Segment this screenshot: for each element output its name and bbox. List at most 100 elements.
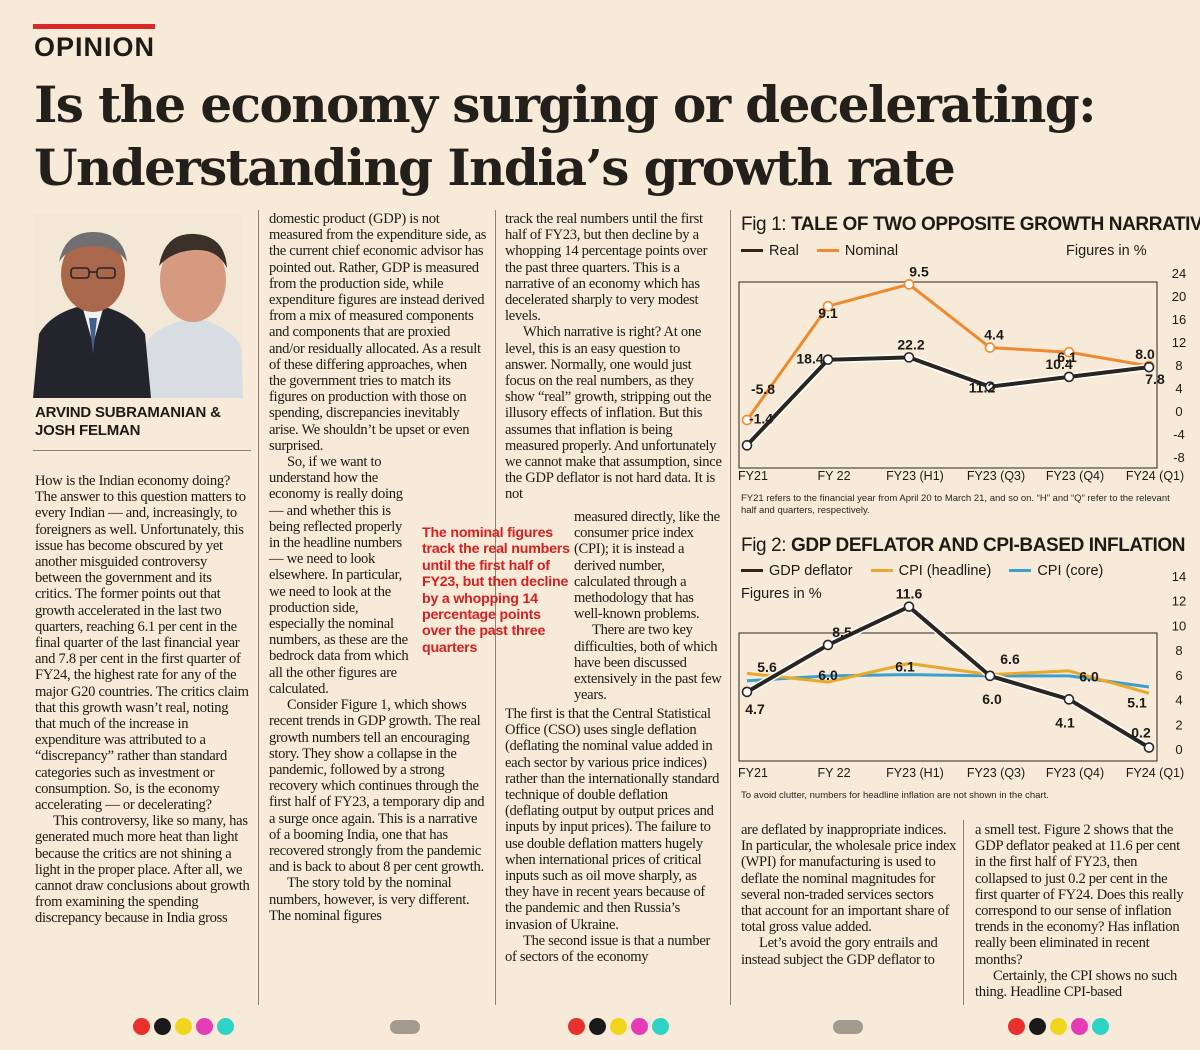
registration-dot	[1029, 1018, 1046, 1035]
paragraph: So, if we want to understand how the eco…	[269, 454, 409, 697]
legend-swatch	[870, 568, 893, 572]
x-tick-label: FY24 (Q1)	[1126, 766, 1184, 780]
author-photo	[33, 214, 243, 398]
data-point	[822, 300, 834, 312]
registration-dot	[217, 1018, 234, 1035]
data-point	[984, 670, 996, 682]
fig2-heading: GDP DEFLATOR AND CPI-BASED INFLATION	[791, 535, 1186, 556]
column-3-mid: measured directly, like the consumer pri…	[574, 509, 724, 703]
column-rule	[258, 210, 259, 1005]
fig1-label: Fig 1:	[741, 214, 787, 235]
paragraph: The first is that the Central Statistica…	[505, 706, 720, 933]
data-label: 6.0	[1079, 668, 1099, 684]
data-label: -1.4	[749, 410, 773, 426]
fig1-title: Fig 1: TALE OF TWO OPPOSITE GROWTH NARRA…	[741, 214, 1200, 236]
y-tick-label: 0	[1175, 404, 1182, 419]
headline-line-1: Is the economy surging or decelerating:	[34, 75, 1097, 134]
data-point	[1143, 742, 1155, 753]
data-label: 6.0	[982, 691, 1002, 707]
registration-dot	[589, 1018, 606, 1035]
x-tick-label: FY21	[738, 766, 768, 780]
legend-swatch	[816, 248, 839, 252]
y-tick-label: 10	[1172, 618, 1186, 633]
y-tick-label: 4	[1175, 381, 1182, 396]
registration-pill	[833, 1020, 863, 1034]
fig1-footnote: FY21 refers to the financial year from A…	[741, 493, 1170, 516]
fig2-label: Fig 2:	[741, 535, 787, 556]
legend-label: CPI (headline)	[898, 563, 992, 579]
byline-rule	[33, 450, 251, 451]
y-tick-label: 6	[1175, 668, 1182, 683]
data-label: 4.1	[1055, 714, 1075, 730]
y-tick-label: 12	[1172, 335, 1186, 350]
x-tick-label: FY23 (Q4)	[1046, 766, 1104, 780]
series-line	[746, 662, 1150, 695]
series-line	[746, 673, 1150, 689]
byline-line-1: ARVIND SUBRAMANIAN &	[35, 404, 221, 421]
paragraph: Certainly, the CPI shows no such thing. …	[975, 967, 1178, 1001]
y-tick-label: 16	[1172, 312, 1186, 327]
paragraph: Consider Figure 1, which shows recent tr…	[269, 697, 485, 876]
legend-label: CPI (core)	[1037, 563, 1104, 579]
x-tick-label: FY 22	[817, 766, 850, 780]
data-point	[741, 440, 753, 451]
paragraph: Let’s avoid the gory entrails and instea…	[741, 935, 938, 968]
series-line	[745, 355, 1150, 447]
legend-item: GDP deflator	[741, 563, 853, 579]
y-tick-label: 8	[1175, 358, 1182, 373]
paragraph: measured directly, like the consumer pri…	[574, 509, 720, 623]
data-label: 10.4	[1045, 356, 1072, 372]
y-tick-label: 14	[1172, 569, 1186, 584]
data-point	[822, 639, 834, 651]
legend-item: Nominal	[816, 243, 899, 259]
data-label: 8.5	[832, 624, 852, 640]
y-tick-label: 20	[1172, 289, 1186, 304]
fig1-heading: TALE OF TWO OPPOSITE GROWTH NARRATIVES	[791, 214, 1200, 235]
data-point	[822, 354, 834, 365]
paragraph: are deflated by inappropriate indices. I…	[741, 822, 957, 936]
column-rule	[495, 210, 496, 1005]
x-tick-label: FY24 (Q1)	[1126, 469, 1184, 483]
data-label: 7.8	[1145, 371, 1165, 387]
data-label: 11.6	[896, 586, 923, 602]
data-point	[1063, 694, 1075, 705]
registration-dot	[196, 1018, 213, 1035]
legend-label: Nominal	[844, 243, 899, 259]
y-tick-label: 0	[1175, 742, 1182, 757]
fig2-units-note: Figures in %	[741, 586, 822, 602]
paragraph: The story told by the nominal numbers, h…	[269, 875, 470, 924]
data-label: 6.0	[818, 667, 838, 683]
y-tick-label: 4	[1175, 693, 1182, 708]
column-5: a smell test. Figure 2 shows that the GD…	[975, 822, 1191, 1000]
paragraph: How is the Indian economy doing? The ans…	[35, 473, 249, 814]
fig1-chart: 24 20 16 12 8 4 0 -4 -8 FY21 FY 22 FY23 (H1) FY23 (Q…	[738, 263, 1186, 483]
y-tick-label: 8	[1175, 643, 1182, 658]
column-rule	[730, 210, 731, 1005]
registration-dot	[568, 1018, 585, 1035]
y-tick-label: 12	[1172, 594, 1186, 609]
data-label: -5.8	[751, 381, 775, 397]
data-point	[903, 279, 915, 290]
x-tick-label: FY23 (Q3)	[967, 469, 1025, 483]
data-label: 4.7	[745, 701, 765, 717]
series-line	[745, 604, 1151, 750]
data-point	[984, 381, 996, 392]
data-point	[741, 414, 753, 426]
fig2-footnote: To avoid clutter, numbers for headline i…	[741, 790, 1049, 801]
data-label: 11.2	[969, 380, 996, 396]
data-point	[1063, 346, 1075, 358]
paragraph: The second issue is that a number of sec…	[505, 932, 711, 966]
plot-frame	[738, 632, 1158, 762]
plot-frame	[738, 281, 1158, 469]
headline: Is the economy surging or decelerating: …	[34, 73, 1184, 199]
legend-item: CPI (core)	[1009, 563, 1103, 579]
fig1-units-note: Figures in %	[1066, 243, 1147, 259]
data-label: 9.1	[818, 305, 838, 321]
headline-line-2: Understanding India’s growth rate	[34, 138, 956, 197]
x-tick-label: FY 22	[817, 469, 850, 483]
data-label: 9.5	[909, 263, 929, 279]
column-2: domestic product (GDP) is not measured f…	[269, 211, 487, 924]
paragraph: a smell test. Figure 2 shows that the GD…	[975, 822, 1184, 968]
x-tick-label: FY23 (Q3)	[967, 766, 1025, 780]
registration-pill	[390, 1020, 420, 1034]
